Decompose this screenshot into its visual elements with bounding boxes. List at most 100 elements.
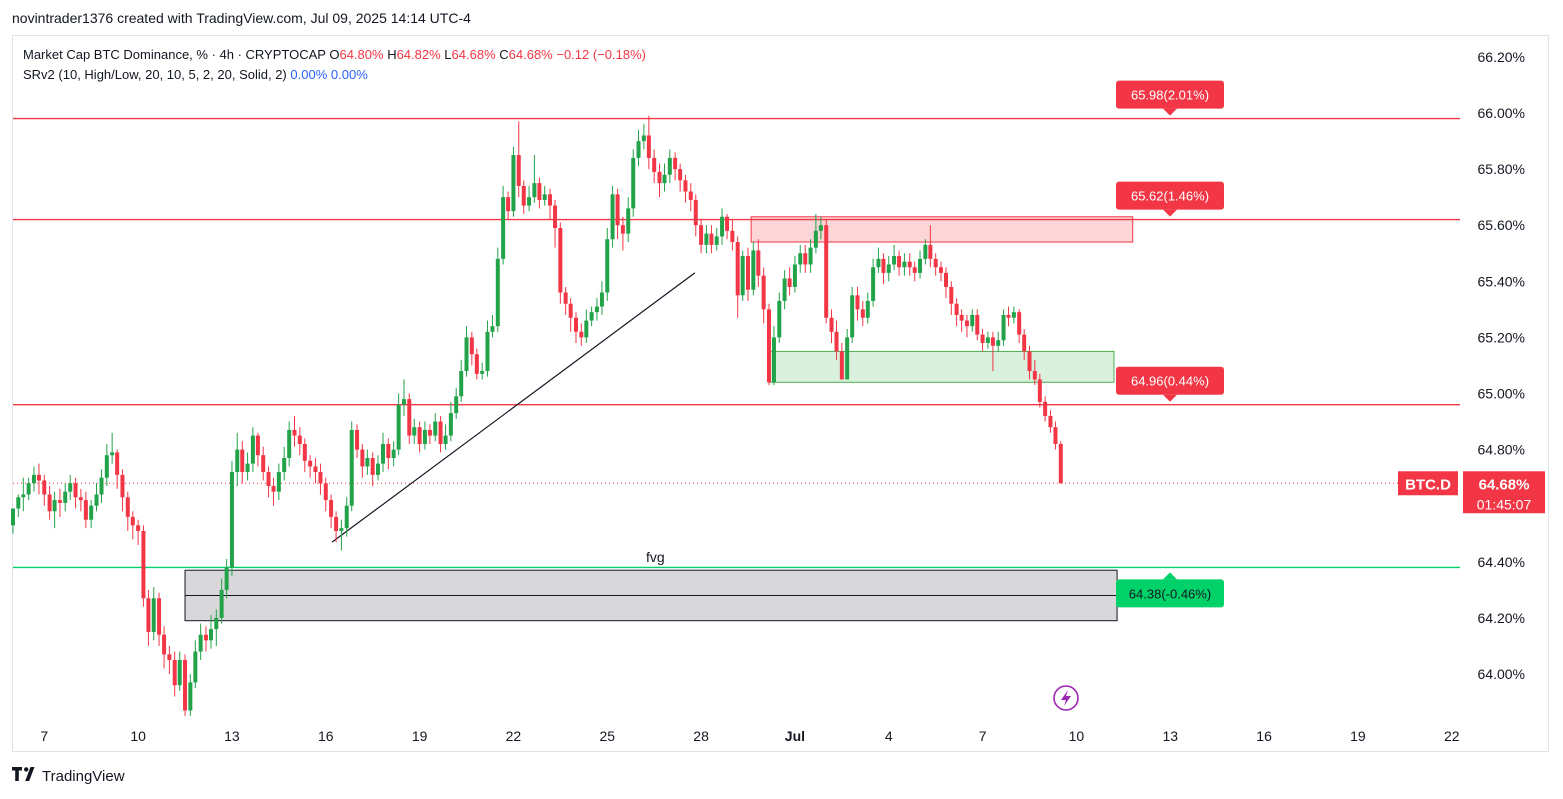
candle-body[interactable]	[1058, 443, 1063, 484]
candle-body[interactable]	[438, 421, 443, 444]
candle-body[interactable]	[610, 194, 615, 240]
candle-body[interactable]	[584, 320, 589, 338]
candle-body[interactable]	[626, 208, 631, 234]
supply-zone[interactable]	[750, 216, 1134, 243]
candle-body[interactable]	[699, 225, 704, 245]
candle-body[interactable]	[401, 399, 406, 405]
candle-body[interactable]	[605, 239, 610, 293]
candle-body[interactable]	[563, 292, 568, 304]
candle-body[interactable]	[203, 634, 208, 641]
candle-body[interactable]	[918, 258, 923, 273]
candle-body[interactable]	[344, 505, 349, 529]
candle-body[interactable]	[89, 505, 94, 520]
candle-body[interactable]	[818, 225, 823, 231]
price-badge[interactable]	[1463, 471, 1545, 514]
candle-body[interactable]	[1048, 415, 1053, 428]
candle-body[interactable]	[329, 500, 334, 517]
candle-body[interactable]	[1011, 312, 1016, 318]
candle-body[interactable]	[506, 197, 511, 212]
candle-body[interactable]	[871, 267, 876, 301]
candle-body[interactable]	[803, 253, 808, 265]
candle-body[interactable]	[548, 194, 553, 206]
candle-body[interactable]	[730, 230, 735, 243]
candle-body[interactable]	[683, 180, 688, 192]
candle-body[interactable]	[735, 242, 740, 296]
candle-body[interactable]	[511, 155, 516, 212]
candle-body[interactable]	[26, 483, 31, 495]
level-badge-2[interactable]: 64.96(0.44%)	[1116, 366, 1224, 402]
candle-body[interactable]	[318, 472, 323, 484]
candle-body[interactable]	[151, 598, 156, 632]
candle-body[interactable]	[1037, 379, 1042, 402]
candle-body[interactable]	[104, 455, 109, 478]
candle-body[interactable]	[16, 497, 21, 509]
candle-body[interactable]	[177, 659, 182, 686]
footer-brand[interactable]: TradingView	[12, 767, 125, 786]
candle-body[interactable]	[636, 141, 641, 158]
candle-body[interactable]	[448, 413, 453, 436]
candle-body[interactable]	[761, 275, 766, 310]
candle-body[interactable]	[839, 351, 844, 380]
candle-body[interactable]	[208, 629, 213, 641]
candle-body[interactable]	[297, 435, 302, 444]
candle-body[interactable]	[167, 654, 172, 660]
candle-body[interactable]	[188, 682, 193, 711]
candle-body[interactable]	[720, 216, 725, 237]
candle-body[interactable]	[422, 429, 427, 444]
candle-body[interactable]	[21, 494, 26, 498]
candle-body[interactable]	[1001, 314, 1006, 341]
candle-body[interactable]	[73, 483, 78, 498]
candle-body[interactable]	[391, 449, 396, 459]
candle-body[interactable]	[261, 455, 266, 473]
candle-body[interactable]	[704, 233, 709, 245]
candle-body[interactable]	[386, 443, 391, 459]
candle-body[interactable]	[657, 171, 662, 184]
candle-body[interactable]	[521, 185, 526, 206]
candle-body[interactable]	[136, 525, 141, 531]
candle-body[interactable]	[198, 634, 203, 652]
candle-body[interactable]	[808, 247, 813, 265]
candle-body[interactable]	[495, 258, 500, 327]
candle-body[interactable]	[276, 472, 281, 492]
candle-body[interactable]	[183, 659, 188, 711]
candle-body[interactable]	[792, 264, 797, 287]
candle-body[interactable]	[943, 272, 948, 287]
candle-body[interactable]	[417, 427, 422, 444]
candle-body[interactable]	[787, 278, 792, 287]
candle-body[interactable]	[860, 309, 865, 318]
candle-body[interactable]	[641, 135, 646, 142]
candle-body[interactable]	[673, 157, 678, 170]
candle-body[interactable]	[240, 449, 245, 473]
candle-body[interactable]	[928, 244, 933, 259]
candle-body[interactable]	[94, 494, 99, 506]
candle-body[interactable]	[376, 463, 381, 475]
candle-body[interactable]	[78, 497, 83, 501]
candle-body[interactable]	[469, 337, 474, 355]
candle-body[interactable]	[646, 135, 651, 158]
candle-body[interactable]	[631, 157, 636, 209]
candle-body[interactable]	[292, 429, 297, 436]
candle-body[interactable]	[662, 174, 667, 184]
candle-body[interactable]	[693, 199, 698, 226]
candle-body[interactable]	[334, 516, 339, 531]
candle-body[interactable]	[157, 598, 162, 635]
candle-body[interactable]	[725, 216, 730, 231]
candle-body[interactable]	[47, 494, 52, 512]
candle-body[interactable]	[881, 258, 886, 273]
candle-body[interactable]	[1022, 334, 1027, 352]
candle-body[interactable]	[287, 429, 292, 459]
candle-body[interactable]	[365, 458, 370, 467]
candle-body[interactable]	[964, 320, 969, 327]
candle-body[interactable]	[302, 443, 307, 461]
candle-body[interactable]	[474, 354, 479, 374]
candle-body[interactable]	[464, 337, 469, 372]
candle-body[interactable]	[542, 194, 547, 200]
candle-body[interactable]	[271, 486, 276, 492]
candle-body[interactable]	[740, 256, 745, 296]
candle-body[interactable]	[349, 429, 354, 506]
candle-body[interactable]	[813, 230, 818, 248]
candle-body[interactable]	[845, 337, 850, 380]
candle-body[interactable]	[996, 340, 1001, 346]
candle-body[interactable]	[172, 659, 177, 686]
candle-body[interactable]	[130, 516, 135, 526]
